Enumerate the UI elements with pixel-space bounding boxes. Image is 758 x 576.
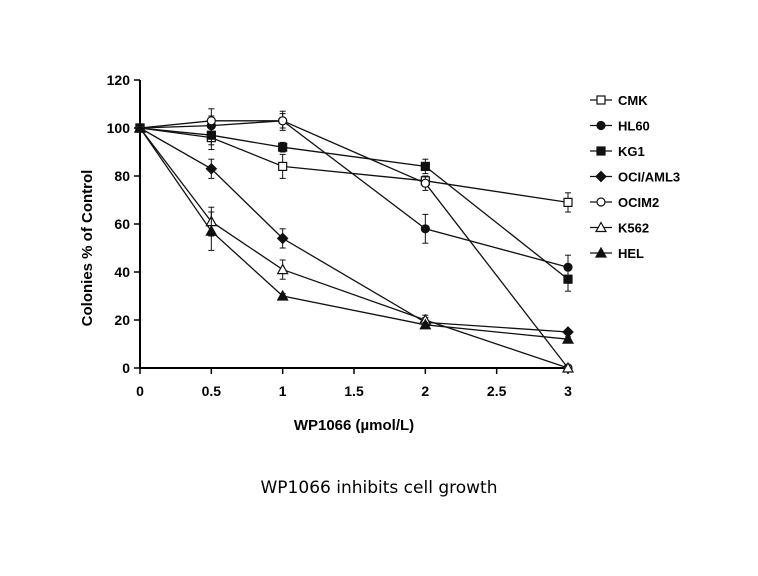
x-tick-label: 2 [421,383,429,399]
x-tick-label: 1.5 [344,383,364,399]
data-point-k562 [276,263,289,275]
data-point-ocim2 [278,116,288,126]
data-point-hel [419,318,432,330]
data-point-k562 [561,361,575,373]
y-tick-label: 0 [122,360,130,376]
data-point-cmk [563,197,573,207]
series-oci-aml3 [134,122,574,338]
y-tick-label: 40 [114,264,130,280]
data-point-hel [561,332,575,344]
series-hel [133,121,575,344]
legend-marker-oci-aml3 [595,170,607,183]
data-point-oci-aml3 [205,162,218,175]
legend-label-cmk: CMK [618,93,648,108]
legend-label-hl60: HL60 [618,119,650,134]
x-axis-title: WP1066 (µmol/L) [294,417,414,434]
data-point-hel [133,121,147,133]
x-tick-label: 2.5 [487,383,507,399]
legend-label-hel: HEL [618,246,644,261]
legend-marker-k562 [594,221,608,233]
legend-marker-kg1 [596,146,606,156]
legend-label-k562: K562 [618,221,649,236]
series-k562 [133,121,575,373]
series-cmk [135,123,573,213]
figure-caption: WP1066 inhibits cell growth [260,478,498,498]
series-line-kg1 [139,127,569,280]
series-line-hel [139,127,569,340]
legend-marker-hel [594,246,608,258]
x-tick-label: 3 [564,383,572,399]
data-point-hl60 [420,224,430,234]
legend-label-kg1: KG1 [618,144,645,159]
series-line-ocim2 [139,120,569,369]
y-tick-label: 60 [114,216,130,232]
data-point-oci-aml3 [276,232,289,245]
data-point-hel [276,289,289,301]
x-tick-label: 0 [136,383,144,399]
series-layer [133,108,575,373]
data-point-hel [205,224,218,236]
y-tick-label: 120 [107,72,131,88]
legend-marker-hl60 [596,120,606,131]
legend: CMK HL60 KG1 OCI/AML3 OCIM2 K562 HEL [590,93,680,261]
series-line-hl60 [139,120,569,268]
x-tick-label: 0.5 [202,383,222,399]
data-point-ocim2 [420,178,430,188]
y-tick-label: 80 [114,168,130,184]
axes: 0 20 40 60 80 100 120 0 0.5 1 1.5 2 2.5 3 [107,72,572,399]
data-point-kg1 [563,274,573,284]
chart: 0 20 40 60 80 100 120 0 0.5 1 1.5 2 2.5 3 CMK HL60 KG1 O… [79,72,680,434]
y-tick-label: 100 [107,120,131,136]
series-line-oci-aml3 [139,127,569,333]
legend-marker-ocim2 [596,197,606,207]
y-axis-title: Colonies % of Control [79,170,96,327]
data-point-ocim2 [206,116,216,126]
legend-marker-cmk [596,95,606,105]
legend-label-ocim2: OCIM2 [618,195,659,210]
data-point-cmk [278,161,288,171]
y-tick-label: 20 [114,312,130,328]
legend-label-oci-aml3: OCI/AML3 [618,170,680,185]
data-point-kg1 [278,142,288,152]
data-point-kg1 [420,161,430,171]
x-tick-label: 1 [279,383,287,399]
